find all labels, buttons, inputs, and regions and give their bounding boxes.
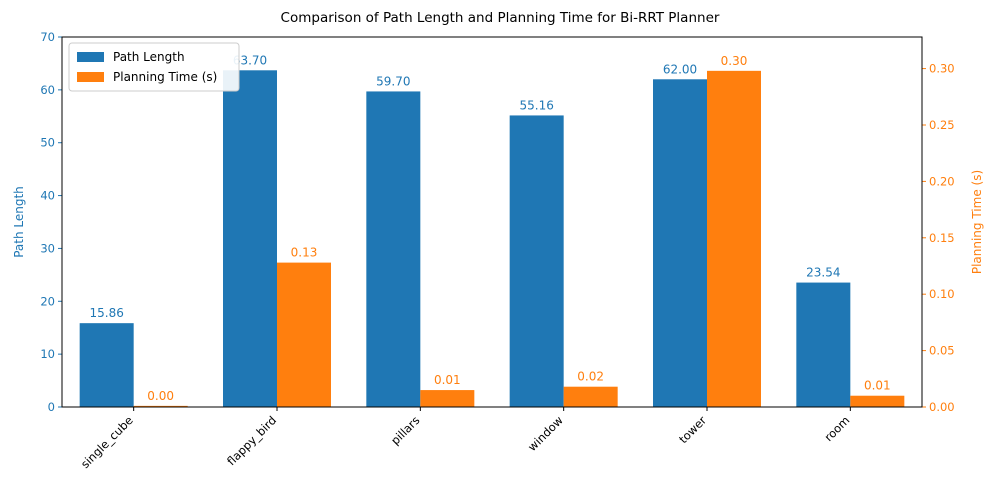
right-y-tick-label: 0.10 [929,287,955,301]
right-y-tick-label: 0.15 [929,231,955,245]
planning-time-bar-single_cube [133,405,188,407]
path-length-bar-room [796,282,851,407]
left-y-tick-label: 50 [40,136,55,150]
legend-box [68,42,240,92]
legend-swatch-1 [77,72,104,82]
x-tick-label-tower: tower [676,413,709,446]
right-y-tick-label: 0.20 [929,174,955,188]
right-y-axis-label: Planning Time (s) [970,170,984,274]
planning-time-bar-tower [707,70,761,407]
right-y-tick-label: 0.30 [929,62,955,76]
left-y-tick-label: 30 [40,241,55,255]
path-length-bar-tower [653,79,707,407]
left-y-tick-label: 0 [48,400,55,414]
right-y-tick-label: 0.25 [929,118,955,132]
path-length-label-window: 55.16 [519,98,553,112]
planning-time-label-room: 0.01 [864,379,891,393]
x-tick-label-single_cube: single_cube [78,413,136,471]
chart-title: Comparison of Path Length and Planning T… [281,10,720,26]
planning-time-label-flappy_bird: 0.13 [291,246,318,260]
left-y-tick-label: 20 [40,294,55,308]
planning-time-label-window: 0.02 [577,370,604,384]
planning-time-label-pillars: 0.01 [434,373,461,387]
planning-time-bar-pillars [420,390,475,407]
bars-layer [79,70,905,408]
left-y-tick-label: 40 [40,189,55,203]
planning-time-bar-flappy_bird [277,262,331,407]
x-tick-label-window: window [525,413,566,454]
x-tick-label-flappy_bird: flappy_bird [224,413,279,468]
path-length-label-flappy_bird: 63.70 [233,53,267,67]
x-tick-label-pillars: pillars [388,413,422,447]
planning-time-label-tower: 0.30 [721,54,748,68]
planning-time-bar-window [563,386,618,407]
path-length-bar-flappy_bird [223,70,277,408]
plot-frame [61,36,923,408]
path-length-bar-single_cube [79,323,134,407]
right-y-tick-label: 0.05 [929,344,955,358]
path-length-label-tower: 62.00 [663,62,697,76]
path-length-bar-pillars [366,91,421,407]
left-y-tick-label: 10 [40,347,55,361]
data-labels-layer: 15.86 0.00 63.70 0.13 59.70 0.01 55.16 0.02 62.0… [89,53,890,403]
legend-label-0: Path Length [113,50,185,64]
path-length-label-room: 23.54 [806,266,840,280]
left-y-axis-label: Path Length [12,186,26,258]
path-length-label-pillars: 59.70 [376,74,410,88]
left-y-tick-label: 70 [40,30,55,44]
right-y-tick-label: 0.00 [929,400,955,414]
path-length-label-single_cube: 15.86 [89,306,123,320]
planning-time-bar-room [850,395,905,407]
planning-time-label-single_cube: 0.00 [147,389,174,403]
path-length-bar-window [509,115,564,407]
left-y-tick-label: 60 [40,83,55,97]
x-tick-label-room: room [822,413,853,444]
legend: Path Length Planning Time (s) [68,42,240,92]
legend-swatch-0 [77,52,104,62]
legend-label-1: Planning Time (s) [113,70,217,84]
